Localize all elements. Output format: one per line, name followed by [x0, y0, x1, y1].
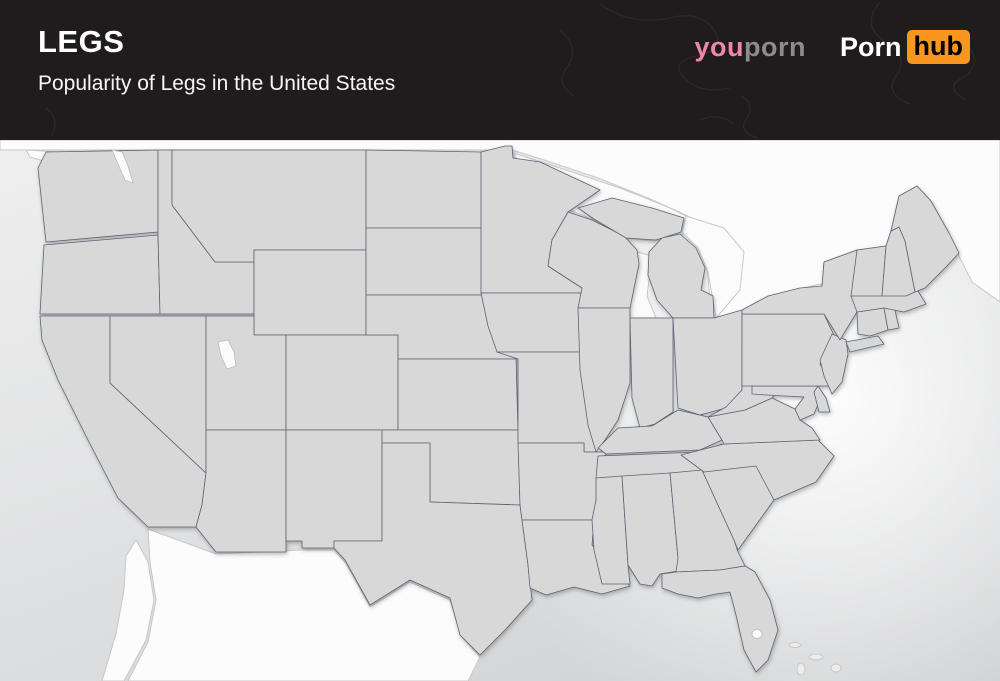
page-title: LEGS: [38, 24, 125, 59]
baja-peninsula: [101, 539, 155, 681]
state-florida: Florida: [661, 565, 779, 673]
pornhub-porn-text: Porn: [840, 31, 902, 62]
youporn-you-text: you: [694, 31, 744, 62]
state-arizona: Arizona: [195, 429, 287, 553]
bahamas-outlines: [788, 642, 842, 676]
great-salt-lake: [217, 339, 237, 370]
state-colorado: Colorado: [285, 334, 399, 431]
youporn-porn-text: porn: [744, 31, 806, 62]
pornhub-hub-badge: hub: [906, 30, 970, 64]
state-delaware: Delaware: [813, 385, 831, 413]
state-indiana: Indiana: [629, 317, 674, 429]
state-south-dakota: South Dakota: [365, 227, 493, 296]
state-kansas: Kansas: [397, 358, 519, 431]
youporn-logo: youporn: [694, 32, 806, 63]
states-group: Washington Oregon California Nevada Idah…: [37, 145, 960, 673]
page-subtitle: Popularity of Legs in the United States: [38, 72, 396, 95]
brand-logos: youporn Porn hub: [694, 30, 970, 64]
puget-sound: [111, 149, 134, 184]
state-ohio: Ohio: [672, 309, 743, 416]
state-wyoming: Wyoming: [253, 249, 367, 336]
state-texas: Texas: [333, 442, 533, 656]
state-new-mexico: New Mexico: [285, 429, 383, 549]
pornhub-logo: Porn hub: [840, 30, 970, 64]
lake-okeechobee: [751, 629, 763, 639]
header: LEGS Popularity of Legs in the United St…: [0, 0, 1000, 140]
state-michigan: Michigan: [577, 197, 715, 319]
state-oregon: Oregon: [39, 234, 161, 315]
title-block: LEGS Popularity of Legs in the United St…: [38, 26, 395, 96]
state-vermont: Vermont: [850, 245, 887, 297]
state-arkansas: Arkansas: [517, 442, 607, 521]
us-choropleth-map: Washington Oregon California Nevada Idah…: [0, 140, 1000, 681]
state-new-york: New York: [741, 249, 885, 353]
state-connecticut: Connecticut: [856, 307, 889, 337]
state-washington: Washington: [37, 149, 159, 243]
state-maine: Maine: [890, 185, 960, 293]
state-north-dakota: North Dakota: [365, 149, 485, 229]
state-pennsylvania: Pennsylvania: [741, 313, 837, 387]
inland-water-details: [111, 149, 763, 639]
